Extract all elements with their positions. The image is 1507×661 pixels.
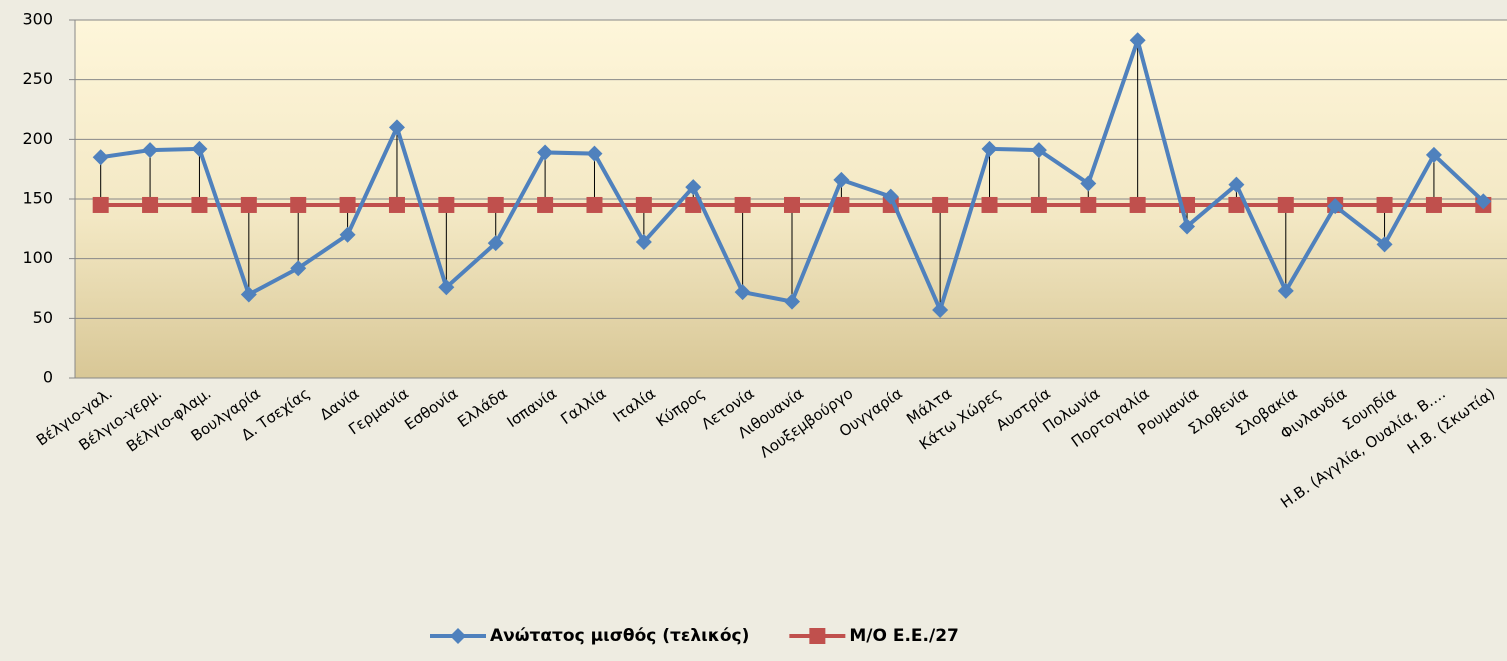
- data-point: [932, 301, 949, 318]
- data-point: [1376, 236, 1393, 253]
- legend-marker: [809, 628, 826, 644]
- data-point: [635, 196, 652, 213]
- data-point: [1277, 196, 1294, 213]
- data-point: [734, 196, 751, 213]
- data-point: [1277, 282, 1294, 299]
- data-point: [981, 196, 998, 213]
- legend-text: Μ/Ο Ε.Ε./27: [849, 626, 959, 646]
- data-point: [1080, 175, 1097, 192]
- data-point: [191, 140, 208, 157]
- data-point: [142, 196, 159, 213]
- data-point: [142, 142, 159, 159]
- data-point: [92, 196, 109, 213]
- y-tick-label: 150: [22, 189, 53, 208]
- y-tick-label: 300: [22, 10, 53, 29]
- x-tick-label: Κύπρος: [653, 384, 708, 430]
- data-point: [1425, 146, 1442, 163]
- data-point: [1425, 196, 1442, 213]
- data-point: [339, 196, 356, 213]
- data-point: [635, 233, 652, 250]
- x-tick-label: Γαλλία: [557, 384, 609, 428]
- data-point: [290, 260, 307, 277]
- data-point: [1475, 193, 1492, 210]
- x-tick-label: Ισπανία: [504, 384, 560, 431]
- data-point: [833, 171, 850, 188]
- data-point: [1376, 196, 1393, 213]
- legend-marker: [450, 628, 466, 644]
- data-point: [388, 196, 405, 213]
- data-point: [586, 196, 603, 213]
- x-tick-label: Η.Β. (Σκωτία): [1404, 384, 1498, 458]
- data-point: [685, 196, 702, 213]
- x-tick-label: Ιταλία: [610, 384, 659, 426]
- legend-text: Ανώτατος μισθός (τελικός): [490, 626, 749, 646]
- x-tick-label: Ελλάδα: [454, 384, 510, 431]
- data-point: [882, 188, 899, 205]
- data-point: [240, 286, 257, 303]
- data-point: [388, 119, 405, 136]
- data-point: [1228, 176, 1245, 193]
- data-point: [290, 196, 307, 213]
- data-point: [1129, 32, 1146, 49]
- data-point: [1030, 142, 1047, 159]
- data-point: [1327, 198, 1344, 215]
- data-point: [784, 196, 800, 213]
- y-tick-label: 100: [22, 248, 53, 267]
- y-tick-label: 250: [22, 69, 53, 88]
- data-point: [487, 196, 504, 213]
- x-tick-label: Εσθονία: [401, 384, 461, 434]
- data-point: [1129, 196, 1146, 213]
- data-point: [537, 196, 554, 213]
- data-point: [92, 149, 109, 166]
- data-point: [586, 145, 603, 162]
- data-point: [339, 226, 356, 243]
- data-point: [1030, 196, 1047, 213]
- data-point: [191, 196, 208, 213]
- y-tick-label: 0: [43, 368, 53, 387]
- y-tick-label: 50: [33, 308, 53, 327]
- data-point: [932, 196, 949, 213]
- data-point: [537, 144, 554, 161]
- data-point: [833, 196, 850, 213]
- data-point: [685, 179, 702, 196]
- data-point: [981, 140, 998, 157]
- data-point: [240, 196, 257, 213]
- data-point: [784, 293, 800, 310]
- data-point: [734, 284, 751, 301]
- data-point: [438, 196, 455, 213]
- data-point: [487, 235, 504, 252]
- data-point: [1080, 196, 1097, 213]
- y-tick-label: 200: [22, 129, 53, 148]
- data-point: [438, 279, 455, 296]
- data-point: [1228, 196, 1245, 213]
- x-tick-label: Βέλγιο-φλαμ.: [123, 384, 214, 455]
- data-point: [1179, 218, 1196, 235]
